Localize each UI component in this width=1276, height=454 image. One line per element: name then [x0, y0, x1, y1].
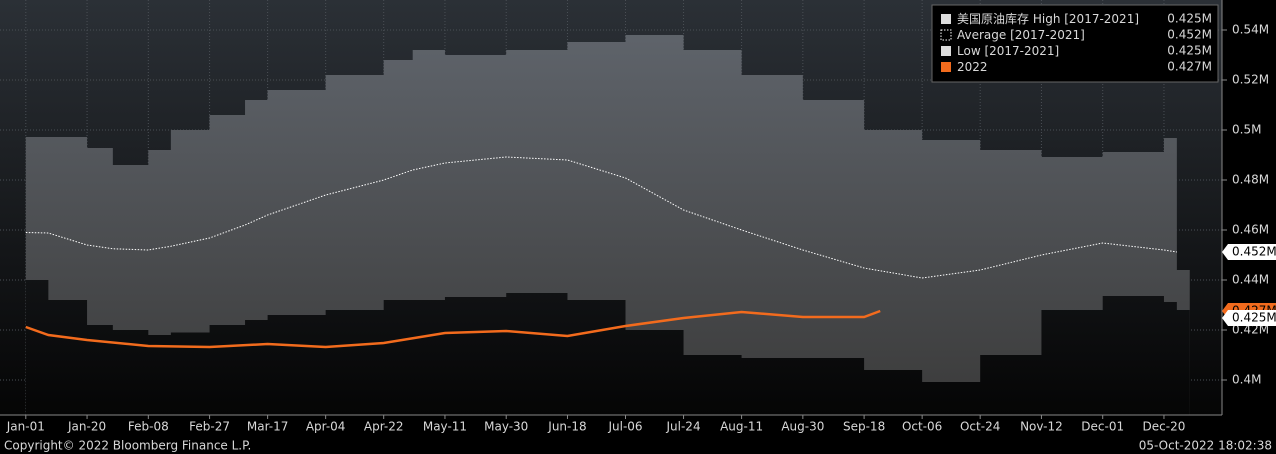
- x-tick-label: Sep-18: [843, 420, 885, 434]
- legend-value: 0.425M: [1167, 12, 1212, 26]
- x-tick-label: Feb-08: [128, 420, 169, 434]
- legend-box: [931, 4, 1219, 83]
- average-line: [25, 156, 1177, 279]
- legend-name: High [2017-2021]: [1033, 12, 1139, 26]
- x-tick-label: Feb-27: [189, 420, 230, 434]
- x-tick-label: Jan-01: [6, 420, 45, 434]
- footer-right: 05-Oct-2022 18:02:38: [1139, 439, 1272, 453]
- x-tick-label: Apr-04: [306, 420, 346, 434]
- y-tick-label: 0.44M: [1232, 273, 1269, 287]
- y-tick-label: 0.54M: [1232, 23, 1269, 37]
- legend-name: Low [2017-2021]: [957, 44, 1059, 58]
- x-tick-label: May-30: [484, 420, 528, 434]
- legend-label: 美国原油库存 High [2017-2021]: [957, 11, 1139, 26]
- x-tick-label: Jul-06: [607, 420, 642, 434]
- y-tick-label: 0.48M: [1232, 173, 1269, 187]
- y-tick-label: 0.4M: [1232, 373, 1261, 387]
- series-line: [25, 309, 881, 349]
- x-tick-label: Jul-24: [666, 420, 701, 434]
- legend-swatch: [941, 62, 951, 72]
- legend-name: Average [2017-2021]: [957, 28, 1085, 42]
- x-tick-label: Dec-01: [1081, 420, 1124, 434]
- x-tick-label: Apr-22: [364, 420, 404, 434]
- legend-value: 0.425M: [1167, 44, 1212, 58]
- y-tick-label: 0.52M: [1232, 73, 1269, 87]
- value-tag: [1222, 310, 1276, 326]
- value-tag-label: 0.452M: [1232, 245, 1276, 259]
- legend-value: 0.452M: [1167, 28, 1212, 42]
- x-tick-label: May-11: [423, 420, 467, 434]
- x-tick-label: Aug-30: [781, 420, 824, 434]
- x-tick-label: Aug-11: [720, 420, 763, 434]
- x-tick-label: Nov-12: [1020, 420, 1063, 434]
- legend-swatch: [940, 29, 952, 41]
- x-tick-label: Jan-20: [67, 420, 106, 434]
- legend-label: 2022: [957, 60, 988, 74]
- x-tick-label: Jun-18: [547, 420, 586, 434]
- low-area: [25, 280, 1190, 415]
- y-tick-label: 0.5M: [1232, 123, 1261, 137]
- x-tick-label: Dec-20: [1143, 420, 1186, 434]
- legend-swatch: [941, 46, 951, 56]
- legend-label: Low [2017-2021]: [957, 44, 1059, 58]
- legend-swatch: [941, 14, 951, 24]
- x-tick-label: Oct-06: [902, 420, 942, 434]
- legend-name: 2022: [957, 60, 988, 74]
- footer-left: Copyright© 2022 Bloomberg Finance L.P.: [4, 439, 251, 453]
- x-tick-label: Mar-17: [247, 420, 288, 434]
- value-tag: [1222, 244, 1276, 260]
- legend-value: 0.427M: [1167, 60, 1212, 74]
- y-tick-label: 0.46M: [1232, 223, 1269, 237]
- value-tag-label: 0.425M: [1232, 311, 1276, 325]
- x-tick-label: Oct-24: [960, 420, 1000, 434]
- legend-prefix: 美国原油库存: [957, 11, 1029, 26]
- legend-label: Average [2017-2021]: [957, 28, 1085, 42]
